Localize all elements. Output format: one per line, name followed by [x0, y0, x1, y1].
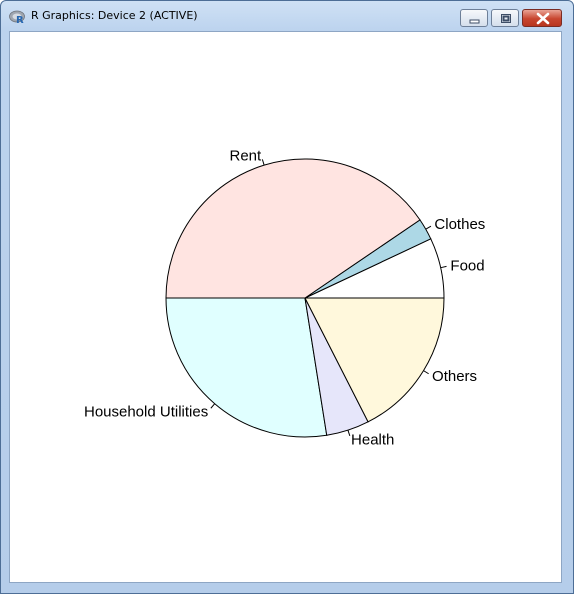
title-bar[interactable]: R R Graphics: Device 2 (ACTIVE) [1, 1, 573, 31]
close-button[interactable] [522, 9, 562, 27]
label-tick-clothes [425, 225, 432, 230]
graphics-device-canvas: Food Clothes Rent Household Utilities Health… [9, 31, 562, 583]
label-tick-health [347, 430, 351, 437]
maximize-button[interactable] [491, 9, 519, 27]
pie-slice-others [304, 297, 445, 423]
maximize-icon [501, 14, 511, 23]
label-tick-food [440, 265, 447, 269]
label-tick-others [423, 370, 429, 375]
pie-chart: Food Clothes Rent Household Utilities Health… [84, 148, 485, 449]
minimize-icon [469, 19, 480, 24]
slice-label-others: Others [432, 368, 477, 385]
close-icon [536, 12, 550, 25]
label-tick-household-utilities [210, 403, 216, 409]
slice-label-clothes: Clothes [434, 216, 485, 233]
window-title: R Graphics: Device 2 (ACTIVE) [31, 9, 198, 22]
slice-label-household-utilities: Household Utilities [84, 403, 208, 420]
label-tick-rent [261, 159, 265, 166]
slice-label-rent: Rent [230, 148, 263, 165]
svg-text:R: R [16, 15, 24, 24]
minimize-button[interactable] [460, 9, 488, 27]
r-logo-icon: R [9, 10, 25, 24]
slice-label-food: Food [450, 258, 484, 275]
pie-slice-rent [165, 158, 421, 299]
pie-slice-household-utilities [165, 297, 328, 438]
slice-label-health: Health [351, 432, 394, 449]
